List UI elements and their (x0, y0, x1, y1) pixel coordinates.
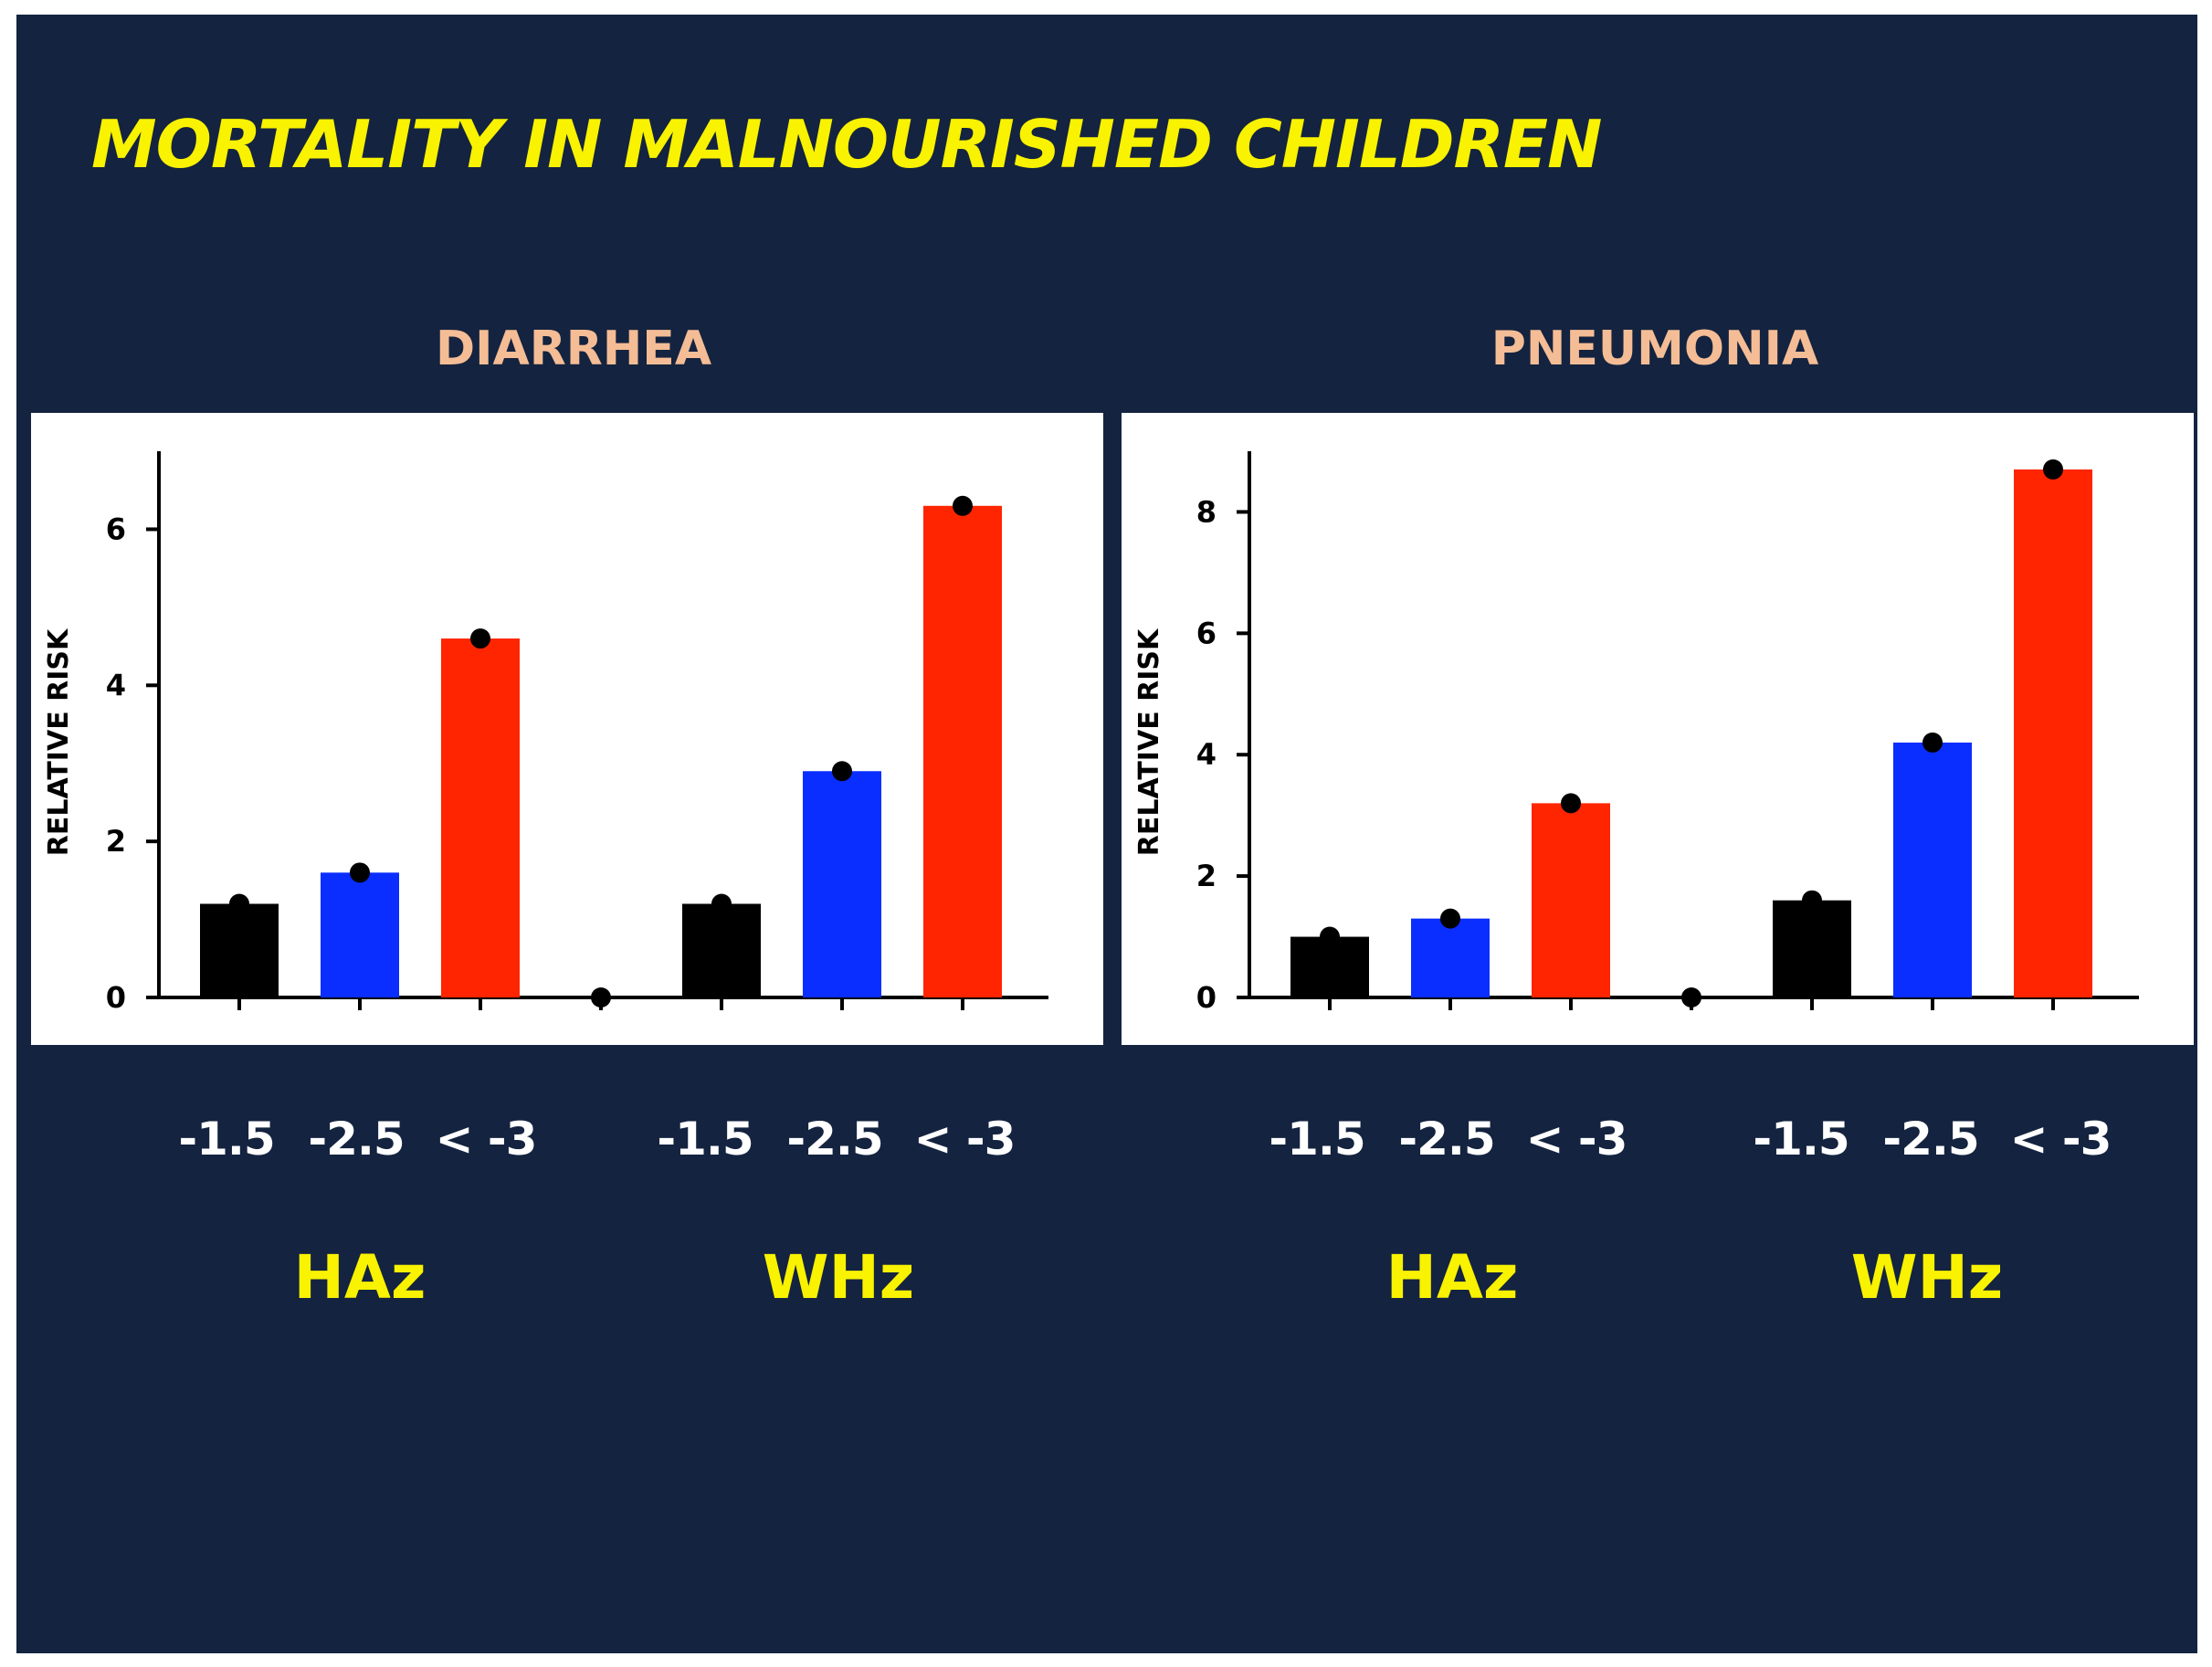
pneumonia-y-tick-label: 8 (1196, 494, 1217, 529)
diarrhea-whz-bar-minus-2-5 (803, 771, 881, 997)
pneumonia-y-tick-label: 6 (1196, 616, 1217, 650)
diarrhea-whz-group-label: WHz (762, 1242, 915, 1313)
diarrhea-haz-bar-minus-2-5 (321, 872, 399, 997)
pneumonia-haz-bar-lt-3 (1532, 803, 1610, 997)
pneumonia-whz-bar-minus-2-5 (1893, 742, 1972, 997)
diarrhea-haz-label-3: < -3 (435, 1113, 538, 1166)
pneumonia-haz-label-2: -2.5 (1398, 1113, 1495, 1166)
slide-title: MORTALITY IN MALNOURISHED CHILDREN (91, 106, 1602, 183)
pneumonia-whz-point-minus-2-5 (1922, 732, 1943, 753)
pneumonia-chart-svg: 0 2 4 6 8 RELATIVE RISK (1133, 451, 2139, 1015)
slide-background: MORTALITY IN MALNOURISHED CHILDREN DIARR… (16, 15, 2197, 1653)
pneumonia-whz-label-2: -2.5 (1882, 1113, 1979, 1166)
diarrhea-whz-point-minus-1-5 (711, 893, 732, 914)
pneumonia-haz-bar-minus-2-5 (1411, 918, 1490, 997)
pneumonia-panel-title: PNEUMONIA (1490, 322, 1819, 376)
pneumonia-y-tick-label: 4 (1196, 737, 1217, 772)
diarrhea-whz-label-3: < -3 (913, 1113, 1016, 1166)
diarrhea-y-tick-label: 2 (106, 824, 126, 859)
pneumonia-y-tick-label: 2 (1196, 859, 1217, 893)
diarrhea-y-tick-label: 4 (106, 668, 126, 702)
diarrhea-haz-bar-minus-1-5 (200, 903, 279, 997)
diarrhea-separator-point (591, 987, 611, 1008)
pneumonia-y-tick-label: 0 (1196, 980, 1217, 1015)
pneumonia-whz-label-1: -1.5 (1753, 1113, 1849, 1166)
pneumonia-haz-point-minus-2-5 (1440, 908, 1460, 929)
pneumonia-haz-label-1: -1.5 (1269, 1113, 1365, 1166)
diarrhea-whz-point-lt-3 (953, 495, 973, 516)
pneumonia-chart: 0 2 4 6 8 RELATIVE RISK (1122, 413, 2194, 1045)
diarrhea-haz-group-label: HAz (293, 1242, 427, 1313)
diarrhea-whz-label-2: -2.5 (786, 1113, 883, 1166)
diarrhea-haz-bar-lt-3 (441, 638, 520, 997)
pneumonia-y-axis-label: RELATIVE RISK (1133, 628, 1165, 856)
pneumonia-whz-point-minus-1-5 (1802, 890, 1822, 911)
pneumonia-whz-label-3: < -3 (2009, 1113, 2112, 1166)
pneumonia-haz-label-3: < -3 (1525, 1113, 1628, 1166)
diarrhea-haz-point-lt-3 (470, 628, 490, 649)
pneumonia-separator-point (1681, 987, 1701, 1008)
pneumonia-whz-point-lt-3 (2043, 459, 2063, 480)
diarrhea-haz-label-1: -1.5 (178, 1113, 275, 1166)
pneumonia-whz-group-label: WHz (1850, 1242, 2004, 1313)
diarrhea-whz-bar-lt-3 (923, 505, 1002, 997)
diarrhea-chart-svg: 0 2 4 6 RELATIVE RISK (43, 451, 1048, 1015)
diarrhea-whz-label-1: -1.5 (657, 1113, 753, 1166)
pneumonia-haz-point-lt-3 (1561, 793, 1581, 814)
pneumonia-whz-bar-lt-3 (2014, 469, 2092, 997)
diarrhea-chart: 0 2 4 6 RELATIVE RISK (31, 413, 1103, 1045)
diarrhea-whz-point-minus-2-5 (832, 761, 852, 782)
diarrhea-haz-label-2: -2.5 (308, 1113, 405, 1166)
pneumonia-haz-bar-minus-1-5 (1290, 936, 1369, 997)
pneumonia-haz-group-label: HAz (1385, 1242, 1519, 1313)
pneumonia-haz-point-minus-1-5 (1320, 926, 1340, 947)
diarrhea-whz-bar-minus-1-5 (682, 903, 761, 997)
diarrhea-y-axis-label: RELATIVE RISK (43, 628, 75, 856)
pneumonia-whz-bar-minus-1-5 (1773, 900, 1851, 997)
diarrhea-y-tick-label: 6 (106, 512, 126, 546)
diarrhea-haz-point-minus-2-5 (350, 862, 370, 883)
diarrhea-haz-point-minus-1-5 (229, 893, 249, 914)
diarrhea-panel-title: DIARRHEA (435, 322, 712, 376)
diarrhea-y-tick-label: 0 (106, 980, 126, 1015)
